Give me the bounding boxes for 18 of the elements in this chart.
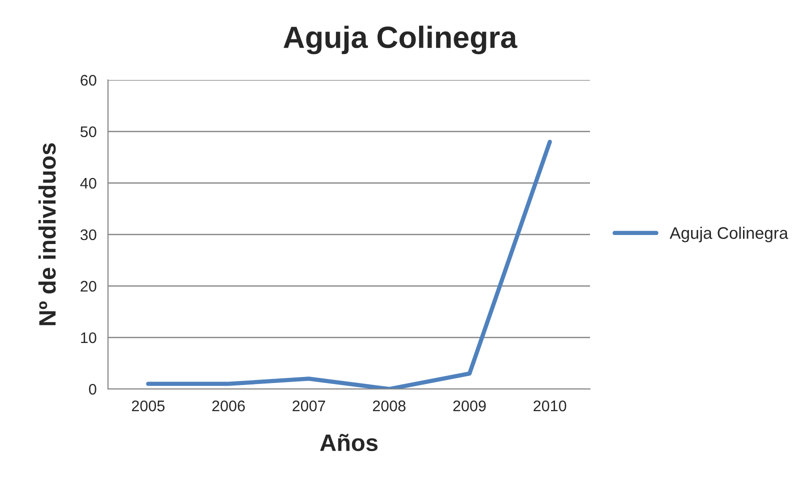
x-tick-label: 2005 [132,400,165,412]
y-axis-title: Nº de individuos [38,143,56,326]
x-tick-label: 2010 [534,400,566,412]
x-axis-title: Años [320,434,378,452]
x-tick-label: 2008 [372,400,406,412]
y-tick-label: 0 [88,384,96,395]
legend-label: Aguja Colinegra [670,226,788,242]
x-tick-label: 2009 [453,400,486,412]
y-tick-label: 50 [80,126,96,138]
y-tick-label: 20 [80,280,96,292]
x-tick-label: 2007 [292,400,326,412]
y-tick-label: 10 [81,332,96,344]
x-tick-label: 2006 [212,400,245,412]
y-tick-label: 60 [80,74,96,86]
y-tick-label: 30 [80,229,96,240]
chart-title: Aguja Colinegra [284,26,518,54]
y-tick-label: 40 [80,178,96,189]
line-series [146,140,552,389]
